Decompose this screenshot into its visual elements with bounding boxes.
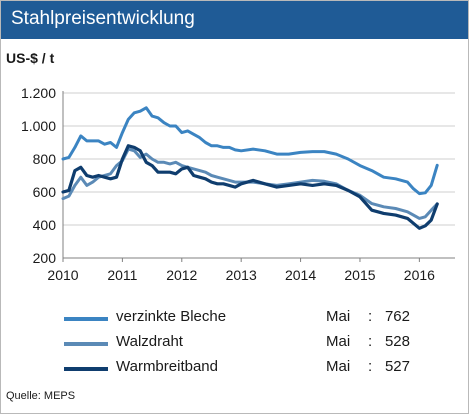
legend-colon: : xyxy=(368,358,373,375)
legend-month-verzinkte-bleche: Mai xyxy=(326,308,351,325)
legend-label-verzinkte-bleche: verzinkte Bleche xyxy=(116,308,227,325)
y-tick-label: 400 xyxy=(33,217,57,233)
source-note: Quelle: MEPS xyxy=(6,390,76,402)
legend-label-walzdraht: Walzdraht xyxy=(116,333,183,350)
y-tick-label: 600 xyxy=(33,184,57,200)
legend-value-verzinkte-bleche: 762 xyxy=(384,308,410,325)
legend-item-verzinkte-bleche: verzinkte Bleche Mai : 762 xyxy=(64,308,454,328)
y-tick-label: 200 xyxy=(33,250,57,266)
series-line-verzinkte-bleche xyxy=(61,106,439,196)
title-bar: Stahlpreisentwicklung xyxy=(1,1,468,39)
x-tick-label: 2015 xyxy=(344,267,375,283)
legend-month-warmbreitband: Mai xyxy=(326,358,351,375)
legend-swatch-walzdraht xyxy=(64,342,108,346)
legend-item-walzdraht: Walzdraht Mai : 528 xyxy=(64,333,454,353)
legend-swatch-warmbreitband xyxy=(64,367,108,371)
legend-colon: : xyxy=(368,308,373,325)
x-tick-label: 2012 xyxy=(166,267,197,283)
series-line-walzdraht xyxy=(61,147,439,220)
legend-value-warmbreitband: 527 xyxy=(384,358,410,375)
x-tick-label: 2010 xyxy=(47,267,78,283)
x-tick-label: 2013 xyxy=(226,267,257,283)
legend-month-walzdraht: Mai xyxy=(326,333,351,350)
x-tick-label: 2016 xyxy=(404,267,435,283)
legend-colon: : xyxy=(368,333,373,350)
y-tick-label: 800 xyxy=(33,151,57,167)
chart-title: Stahlpreisentwicklung xyxy=(11,8,195,29)
y-tick-label: 1.000 xyxy=(21,118,56,134)
legend-item-warmbreitband: Warmbreitband Mai : 527 xyxy=(64,358,454,378)
legend-swatch-verzinkte-bleche xyxy=(64,317,108,321)
legend-value-walzdraht: 528 xyxy=(384,333,410,350)
legend-label-warmbreitband: Warmbreitband xyxy=(116,358,218,375)
x-tick-label: 2014 xyxy=(285,267,316,283)
series-line-warmbreitband xyxy=(61,144,439,230)
y-axis-unit-label: US-$ / t xyxy=(6,50,55,66)
y-tick-label: 1.200 xyxy=(21,85,56,101)
x-tick-label: 2011 xyxy=(107,267,137,283)
